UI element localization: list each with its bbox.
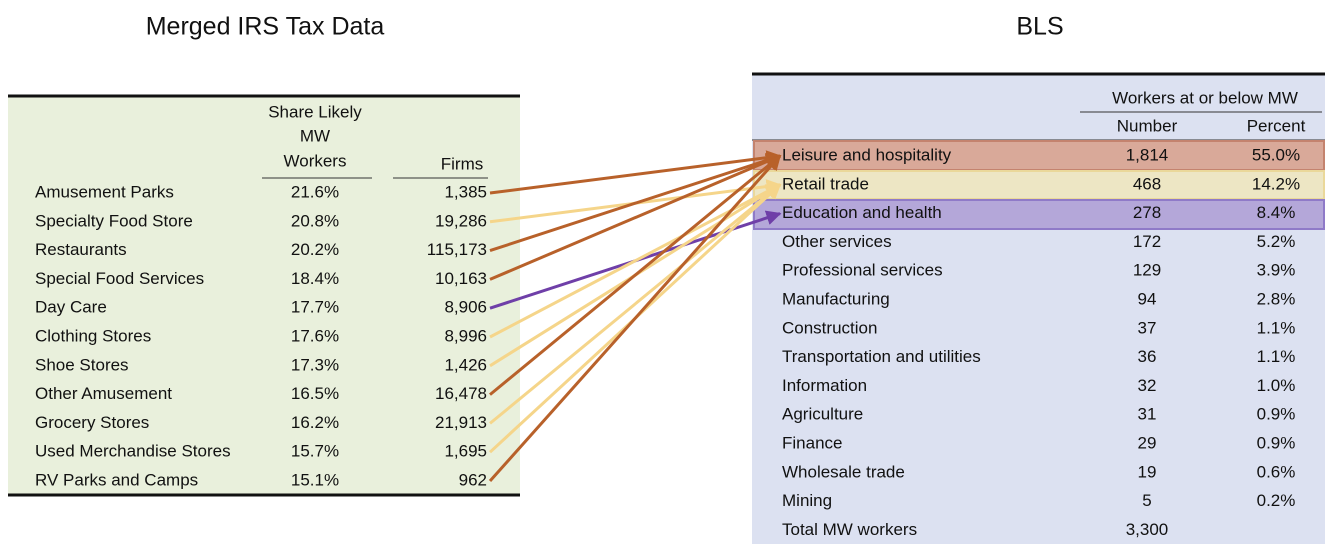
header: Firms <box>441 154 483 173</box>
number-cell: 31 <box>1138 405 1157 424</box>
number-cell: 19 <box>1138 462 1157 481</box>
row-label: Leisure and hospitality <box>782 145 952 164</box>
number-cell: 129 <box>1133 261 1161 280</box>
number-cell: 172 <box>1133 232 1161 251</box>
share-cell: 20.8% <box>291 211 339 230</box>
percent-cell: 1.0% <box>1257 376 1296 395</box>
number-cell: 32 <box>1138 376 1157 395</box>
row-label: Specialty Food Store <box>35 211 193 230</box>
share-cell: 21.6% <box>291 182 339 201</box>
share-cell: 15.1% <box>291 470 339 489</box>
header: Workers <box>284 151 347 170</box>
row-label: Other Amusement <box>35 384 172 403</box>
link-arrow <box>489 183 782 425</box>
share-cell: 17.7% <box>291 298 339 317</box>
percent-cell: 55.0% <box>1252 145 1300 164</box>
percent-cell: 0.9% <box>1257 405 1296 424</box>
row-label: RV Parks and Camps <box>35 470 198 489</box>
firms-cell: 8,906 <box>444 298 487 317</box>
row-label: Restaurants <box>35 240 127 259</box>
link-arrow <box>488 154 782 482</box>
header: Number <box>1117 116 1178 135</box>
percent-cell: 0.9% <box>1257 433 1296 452</box>
header: MW <box>300 126 330 145</box>
row-label: Wholesale trade <box>782 462 905 481</box>
right-title: BLS <box>1016 13 1063 41</box>
number-cell: 468 <box>1133 174 1161 193</box>
percent-cell: 5.2% <box>1257 232 1296 251</box>
total-number: 3,300 <box>1126 520 1169 539</box>
header: Workers at or below MW <box>1112 88 1298 107</box>
row-label: Construction <box>782 318 877 337</box>
row-label: Amusement Parks <box>35 182 174 201</box>
row-label: Manufacturing <box>782 289 890 308</box>
percent-cell: 2.8% <box>1257 289 1296 308</box>
row-label: Transportation and utilities <box>782 347 981 366</box>
percent-cell: 8.4% <box>1257 203 1296 222</box>
number-cell: 5 <box>1142 491 1151 510</box>
share-cell: 15.7% <box>291 442 339 461</box>
share-cell: 16.2% <box>291 413 339 432</box>
firms-cell: 1,695 <box>444 442 487 461</box>
highlight <box>753 199 1325 230</box>
firms-cell: 19,286 <box>435 211 487 230</box>
share-cell: 18.4% <box>291 269 339 288</box>
row-label: Clothing Stores <box>35 326 151 345</box>
percent-cell: 3.9% <box>1257 261 1296 280</box>
link-arrow <box>489 154 782 281</box>
number-cell: 37 <box>1138 318 1157 337</box>
header: Percent <box>1247 116 1306 135</box>
link-arrow <box>489 150 782 195</box>
number-cell: 1,814 <box>1126 145 1169 164</box>
row-label: Used Merchandise Stores <box>35 442 231 461</box>
row-label: Grocery Stores <box>35 413 149 432</box>
row-label: Special Food Services <box>35 269 204 288</box>
percent-cell: 0.6% <box>1257 462 1296 481</box>
firms-cell: 1,385 <box>444 182 487 201</box>
firms-cell: 115,173 <box>427 240 487 259</box>
row-label: Finance <box>782 433 842 452</box>
percent-cell: 0.2% <box>1257 491 1296 510</box>
row-label: Agriculture <box>782 405 863 424</box>
firms-cell: 10,163 <box>435 269 487 288</box>
share-cell: 16.5% <box>291 384 339 403</box>
firms-cell: 8,996 <box>444 326 487 345</box>
row-label: Retail trade <box>782 174 869 193</box>
link-arrow <box>489 153 782 253</box>
percent-cell: 1.1% <box>1257 318 1296 337</box>
percent-cell: 1.1% <box>1257 347 1296 366</box>
total-label: Total MW workers <box>782 520 917 539</box>
firms-cell: 962 <box>459 470 487 489</box>
firms-cell: 16,478 <box>435 384 487 403</box>
firms-cell: 1,426 <box>444 355 487 374</box>
share-cell: 17.6% <box>291 326 339 345</box>
link-arrow <box>489 154 782 396</box>
left-table-bg <box>8 95 520 495</box>
number-cell: 278 <box>1133 203 1161 222</box>
header: Share Likely <box>268 102 362 121</box>
row-label: Shoe Stores <box>35 355 129 374</box>
number-cell: 94 <box>1138 289 1157 308</box>
share-cell: 20.2% <box>291 240 339 259</box>
number-cell: 29 <box>1138 433 1157 452</box>
firms-cell: 21,913 <box>435 413 487 432</box>
highlight <box>753 140 1325 171</box>
row-label: Professional services <box>782 261 943 280</box>
row-label: Day Care <box>35 298 107 317</box>
percent-cell: 14.2% <box>1252 174 1300 193</box>
number-cell: 36 <box>1138 347 1157 366</box>
share-cell: 17.3% <box>291 355 339 374</box>
row-label: Information <box>782 376 867 395</box>
row-label: Mining <box>782 491 832 510</box>
row-label: Education and health <box>782 203 942 222</box>
row-label: Other services <box>782 232 892 251</box>
left-title: Merged IRS Tax Data <box>146 13 385 41</box>
